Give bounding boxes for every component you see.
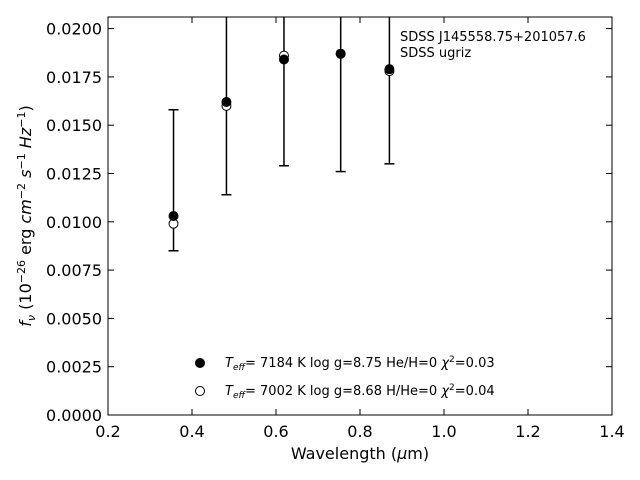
x-tick-label: 0.6 <box>263 422 288 441</box>
legend-entry-1: Teff= 7184 K log g=8.75 He/H=0 χ2=0.03 <box>195 355 495 373</box>
data-point-filled <box>384 64 395 75</box>
legend-text-2: Teff= 7002 K log g=8.68 H/He=0 χ2=0.04 <box>225 383 495 401</box>
y-tick-label: 0.0200 <box>46 20 102 39</box>
x-tick-label: 0.2 <box>95 422 120 441</box>
y-tick-label: 0.0150 <box>46 116 102 135</box>
y-tick-label: 0.0175 <box>46 68 102 87</box>
x-tick-label: 0.8 <box>347 422 372 441</box>
x-tick-label: 0.4 <box>179 422 204 441</box>
x-tick-label: 1.4 <box>599 422 624 441</box>
data-point-filled <box>168 211 179 221</box>
annotation-filter-set: SDSS ugriz <box>400 46 471 61</box>
y-tick-label: 0.0050 <box>46 309 102 328</box>
legend: Teff= 7184 K log g=8.75 He/H=0 χ2=0.03 T… <box>195 355 495 401</box>
y-tick-label: 0.0075 <box>46 261 102 280</box>
annotation-object-name: SDSS J145558.75+201057.6 <box>400 30 586 45</box>
data-point-filled <box>335 48 346 59</box>
x-tick-label: 1.0 <box>431 422 456 441</box>
y-tick-label: 0.0025 <box>46 358 102 377</box>
y-axis-label: fν (10−26 erg cm−2 s−1 Hz−1) <box>15 105 38 326</box>
y-tick-label: 0.0000 <box>46 406 102 425</box>
y-tick-label: 0.0100 <box>46 213 102 232</box>
legend-entry-2: Teff= 7002 K log g=8.68 H/He=0 χ2=0.04 <box>195 383 495 401</box>
plot-area <box>107 16 613 416</box>
legend-marker-filled <box>195 358 205 368</box>
data-points <box>168 48 395 229</box>
y-tick-label: 0.0125 <box>46 164 102 183</box>
x-axis: 0.2 0.4 0.6 0.8 1.0 1.2 1.4 <box>95 17 625 441</box>
y-axis: 0.0000 0.0025 0.0050 0.0075 0.0100 0.0125 0.01… <box>46 20 612 425</box>
data-point-filled <box>278 54 289 65</box>
x-axis-label: Wavelength (μm) <box>291 444 429 463</box>
legend-marker-open <box>195 386 205 396</box>
legend-text-1: Teff= 7184 K log g=8.75 He/H=0 χ2=0.03 <box>225 355 495 373</box>
data-point-filled <box>221 97 232 108</box>
x-tick-label: 1.2 <box>515 422 540 441</box>
